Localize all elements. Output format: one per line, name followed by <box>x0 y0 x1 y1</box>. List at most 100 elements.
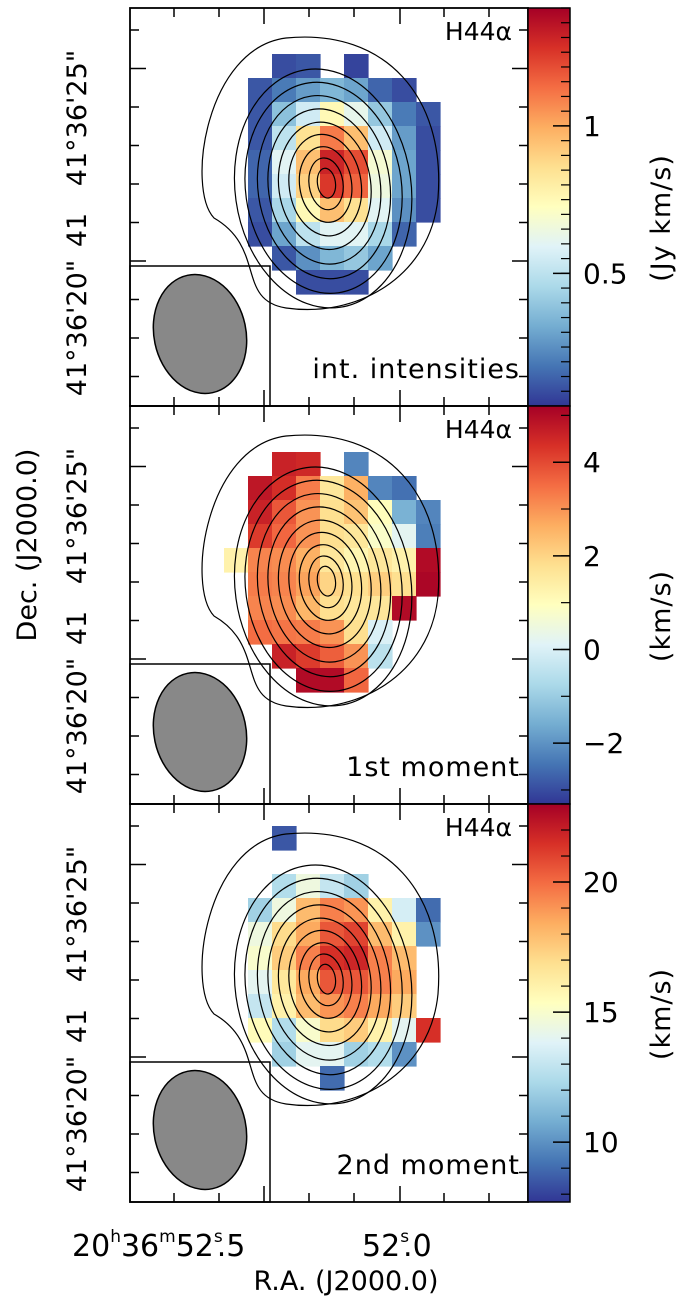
outer-contour <box>201 832 440 1107</box>
heatmap-cell <box>344 174 369 199</box>
heatmap-cell <box>272 452 297 477</box>
heatmap-cell <box>416 524 441 549</box>
panel-label: 2nd moment <box>337 1150 520 1181</box>
heatmap-cell <box>272 644 297 669</box>
heatmap-cell <box>392 1042 417 1067</box>
x-tick-label-2: 52s.0 <box>362 1227 432 1264</box>
heatmap-cell <box>368 548 393 573</box>
x-tick-1-m: m <box>159 1227 176 1247</box>
y-tick-label: 41°36'20" <box>62 658 93 794</box>
contour-level <box>233 466 413 707</box>
panel-2: H44α 1st moment 41°36'20" 41°36'25" 41 −2 0 2 4 (… <box>62 405 677 805</box>
contour-level <box>267 108 382 265</box>
heatmap-cell <box>344 970 369 995</box>
heatmap-cell <box>344 572 369 597</box>
heatmap-cell <box>392 78 417 103</box>
x-tick-1-s: s <box>214 1227 223 1247</box>
colorbar: 0.5 1 (Jy km/s) <box>527 7 677 407</box>
heatmap-cell <box>368 946 393 971</box>
heatmap-cell <box>272 970 297 995</box>
heatmap-cell <box>320 150 345 175</box>
heatmap-cell <box>344 620 369 645</box>
heatmap-cell <box>416 922 441 947</box>
heatmap-cell <box>392 572 417 597</box>
heatmap-cell <box>272 150 297 175</box>
colorbar-tick-label: 4 <box>583 446 601 479</box>
colorbar-gradient <box>527 7 571 407</box>
heatmap-cell <box>296 54 321 79</box>
contour-level <box>244 81 403 294</box>
contour-level <box>316 167 337 199</box>
panel-label: int. intensities <box>312 354 520 385</box>
contours <box>201 434 440 709</box>
heatmap-cell <box>320 644 345 669</box>
line-label: H44α <box>445 17 512 46</box>
heatmap-cell <box>272 222 297 247</box>
y-tick-label: 41°36'20" <box>62 260 93 396</box>
x-tick-1-hours: 20 <box>72 1229 110 1264</box>
x-tick-1-frac: .5 <box>217 1229 246 1264</box>
heatmap-cell <box>344 126 369 151</box>
heatmap-cell <box>416 898 441 923</box>
heatmap-cell <box>320 174 345 199</box>
heatmap-cell <box>320 596 345 621</box>
heatmap-cell <box>344 1018 369 1043</box>
heatmap-cell <box>272 946 297 971</box>
heatmap-cell <box>320 270 345 295</box>
heatmap-cell <box>392 1018 417 1043</box>
colorbar-tick-label: 0.5 <box>583 257 628 290</box>
heatmap-cell <box>392 222 417 247</box>
y-tick-label: 41°36'25" <box>62 448 93 584</box>
contour-level <box>267 506 382 663</box>
colorbar-label: (km/s) <box>646 570 677 662</box>
y-tick-label: 41 <box>62 213 93 247</box>
heatmap-cell <box>344 102 369 127</box>
x-tick-2-s: s <box>400 1227 409 1247</box>
heatmap-cell <box>320 222 345 247</box>
contour-level <box>298 942 353 1019</box>
colorbar-tick-label: 20 <box>583 866 619 899</box>
heatmap-cell <box>272 246 297 271</box>
heatmap-cell <box>320 476 345 501</box>
heatmap-cell <box>320 1042 345 1067</box>
heatmap-cell <box>272 548 297 573</box>
panel-1: H44α int. intensities 41°36'20" 41°36'25" 41… <box>62 7 677 407</box>
contour-level <box>256 94 392 280</box>
beam-ellipse <box>152 671 248 793</box>
heatmap-cell <box>368 150 393 175</box>
panel-3: H44α 2nd moment 41°36'20" 41°36'25" 41 10 15 20… <box>62 803 677 1203</box>
y-tick-label: 41°36'25" <box>62 846 93 982</box>
heatmap-cell <box>272 922 297 947</box>
heatmap-cell <box>248 198 273 223</box>
heatmap-cell <box>416 174 441 199</box>
ticks <box>130 406 528 804</box>
heatmap-cell <box>248 994 273 1019</box>
heatmap-cell <box>416 102 441 127</box>
x-tick-label-1: 20h36m52s.5 <box>72 1227 245 1264</box>
heatmap-cell <box>272 1018 297 1043</box>
contour-level <box>277 917 372 1047</box>
heatmap-cell <box>272 102 297 127</box>
colorbar-tick-label: 0 <box>583 633 601 666</box>
heatmap-cell <box>416 500 441 525</box>
heatmap-cell <box>368 898 393 923</box>
heatmap-cell <box>368 78 393 103</box>
svg-text:20h36m52s.5: 20h36m52s.5 <box>72 1227 245 1264</box>
ticks <box>130 804 528 1202</box>
contour-level <box>298 544 353 621</box>
colorbar-tick-label: −2 <box>583 727 624 760</box>
contour-level <box>233 68 413 309</box>
heatmap-cell <box>344 198 369 223</box>
y-axis-label: Dec. (J2000.0) <box>12 449 43 642</box>
contour-level <box>316 565 337 597</box>
heatmap-cell <box>272 54 297 79</box>
heatmap-cells <box>248 826 441 1091</box>
heatmap-cell <box>344 922 369 947</box>
heatmap-cell <box>392 174 417 199</box>
heatmap-cell <box>392 970 417 995</box>
y-tick-label: 41°36'20" <box>62 1056 93 1192</box>
heatmap-cell <box>320 1066 345 1091</box>
line-label: H44α <box>445 813 512 842</box>
heatmap-cell <box>272 500 297 525</box>
x-tick-1-seconds: 52 <box>176 1229 214 1264</box>
